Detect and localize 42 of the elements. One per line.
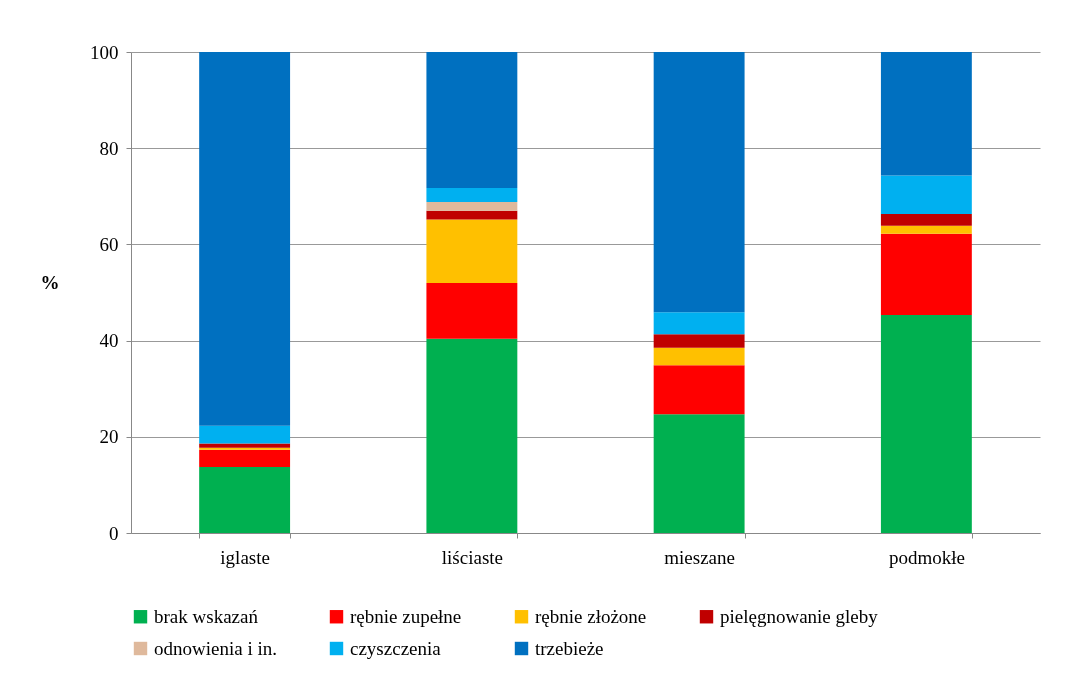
y-tick-label: 40 [99,330,119,352]
bar [880,225,972,234]
bar [426,210,518,220]
bar [426,52,518,189]
bar [426,188,518,203]
bar [653,365,745,415]
bar [199,443,291,448]
bar [653,312,745,335]
bar [653,347,745,366]
legend-label: pielęgnowanie gleby [720,605,879,627]
bar [880,52,972,176]
bar [199,425,291,444]
bar [199,449,291,468]
bar [426,219,518,283]
bar [426,338,518,533]
x-tick-label: mieszane [664,546,735,568]
y-tick-label: 0 [109,522,119,544]
y-tick-label: 100 [90,41,119,63]
bar [426,282,518,339]
legend-label: brak wskazań [154,605,259,627]
y-tick-label: 60 [99,233,119,255]
legend-label: rębnie złożone [535,605,647,627]
bar [653,414,745,533]
bar [880,175,972,215]
legend-label: trzebieże [535,637,604,659]
bar [426,202,518,211]
bar [880,214,972,226]
bar [199,52,291,426]
legend-label: rębnie zupełne [350,605,462,627]
legend-label: odnowienia i in. [154,637,277,659]
y-axis-title: % [40,272,60,293]
x-tick-label: podmokłe [888,546,965,568]
legend-label: czyszczenia [350,637,442,659]
bar [880,315,972,533]
y-tick-label: 80 [99,137,119,159]
bar [653,52,745,313]
x-tick-label: iglaste [220,546,270,568]
bar [880,233,972,316]
y-tick-label: 20 [99,426,119,448]
x-tick-label: liściaste [441,546,503,568]
bar [653,334,745,348]
bar [199,467,291,533]
